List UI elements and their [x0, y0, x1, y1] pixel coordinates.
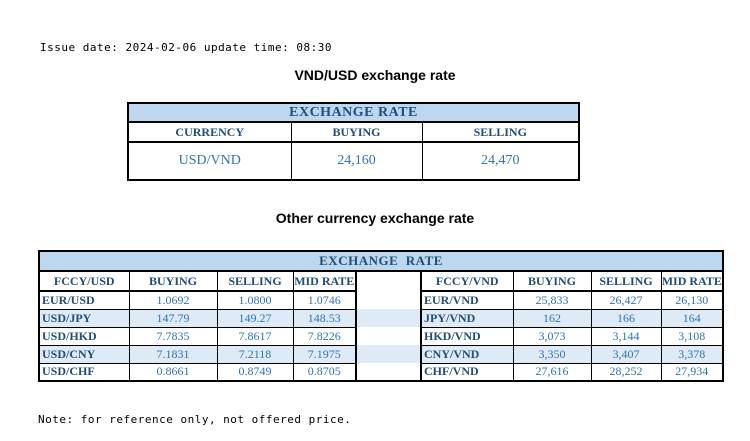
cell-sell-usd: 0.8749 — [216, 362, 294, 382]
cell-pair-vnd: JPY/VND — [420, 308, 514, 328]
rate-row-hkd: USD/HKD 7.7835 7.8617 7.8226 HKD/VND 3,0… — [38, 326, 724, 346]
cell-currency-pair: USD/VND — [127, 141, 292, 181]
gap-cell — [355, 291, 422, 309]
cell-sell-usd: 1.0800 — [216, 290, 294, 310]
cell-pair-vnd: EUR/VND — [420, 290, 514, 310]
cell-sell-usd: 149.27 — [216, 308, 294, 328]
column-header-selling-usd: SELLING — [216, 270, 294, 292]
cell-pair-vnd: CNY/VND — [420, 344, 514, 364]
cell-buy-usd: 1.0692 — [128, 290, 218, 310]
column-header-fccy-usd: FCCY/USD — [38, 270, 130, 292]
cell-buy-vnd: 3,073 — [512, 326, 592, 346]
cell-sell-vnd: 3,144 — [590, 326, 662, 346]
cell-mid-vnd: 3,108 — [660, 326, 724, 346]
issue-date-text: Issue date: 2024-02-06 update time: 08:3… — [40, 41, 333, 54]
column-header-selling-vnd: SELLING — [590, 270, 662, 292]
cell-pair-vnd: HKD/VND — [420, 326, 514, 346]
gap-cell — [355, 327, 422, 345]
usd-table-title: VND/USD exchange rate — [294, 67, 456, 83]
cell-mid-usd: 148.53 — [292, 308, 357, 328]
other-table-main-header: EXCHANGE RATE — [38, 250, 724, 272]
cell-pair-usd: USD/HKD — [38, 326, 130, 346]
other-table-title: Other currency exchange rate — [275, 210, 475, 226]
cell-buy-vnd: 25,833 — [512, 290, 592, 310]
cell-mid-usd: 7.1975 — [292, 344, 357, 364]
cell-mid-vnd: 27,934 — [660, 362, 724, 382]
column-header-buying-usd: BUYING — [128, 270, 218, 292]
cell-buy-vnd: 3,350 — [512, 344, 592, 364]
rate-row-eur: EUR/USD 1.0692 1.0800 1.0746 EUR/VND 25,… — [38, 290, 724, 310]
cell-buy-usd: 0.8661 — [128, 362, 218, 382]
rate-row-jpy: USD/JPY 147.79 149.27 148.53 JPY/VND 162… — [38, 308, 724, 328]
column-header-fccy-vnd: FCCY/VND — [420, 270, 514, 292]
cell-pair-vnd: CHF/VND — [420, 362, 514, 382]
cell-buy-usd: 147.79 — [128, 308, 218, 328]
other-table-main-header-row: EXCHANGE RATE — [38, 250, 724, 272]
column-header-buying: BUYING — [290, 121, 423, 143]
gap-cell — [355, 363, 422, 381]
cell-buying-rate: 24,160 — [290, 141, 423, 181]
cell-mid-usd: 7.8226 — [292, 326, 357, 346]
rate-row-chf: USD/CHF 0.8661 0.8749 0.8705 CHF/VND 27,… — [38, 362, 724, 382]
cell-pair-usd: EUR/USD — [38, 290, 130, 310]
cell-mid-usd: 1.0746 — [292, 290, 357, 310]
column-header-currency: CURRENCY — [127, 121, 292, 143]
cell-buy-vnd: 162 — [512, 308, 592, 328]
cell-pair-usd: USD/CNY — [38, 344, 130, 364]
usd-table-column-header-row: CURRENCY BUYING SELLING — [127, 121, 580, 143]
cell-mid-vnd: 164 — [660, 308, 724, 328]
cell-buy-vnd: 27,616 — [512, 362, 592, 382]
cell-sell-usd: 7.2118 — [216, 344, 294, 364]
usd-table-main-header: EXCHANGE RATE — [127, 102, 580, 123]
column-header-buying-vnd: BUYING — [512, 270, 592, 292]
cell-pair-usd: USD/CHF — [38, 362, 130, 382]
cell-mid-usd: 0.8705 — [292, 362, 357, 382]
rate-row-cny: USD/CNY 7.1831 7.2118 7.1975 CNY/VND 3,3… — [38, 344, 724, 364]
cell-buy-usd: 7.7835 — [128, 326, 218, 346]
cell-buy-usd: 7.1831 — [128, 344, 218, 364]
column-header-selling: SELLING — [421, 121, 580, 143]
cell-pair-usd: USD/JPY — [38, 308, 130, 328]
cell-mid-vnd: 3,378 — [660, 344, 724, 364]
other-currency-rate-table: EXCHANGE RATE FCCY/USD BUYING SELLING MI… — [38, 250, 725, 382]
usd-table-main-header-row: EXCHANGE RATE — [127, 102, 580, 123]
other-table-column-header-row: FCCY/USD BUYING SELLING MID RATE FCCY/VN… — [38, 270, 724, 292]
cell-sell-usd: 7.8617 — [216, 326, 294, 346]
gap-cell — [355, 345, 422, 363]
cell-sell-vnd: 166 — [590, 308, 662, 328]
gap-cell — [355, 309, 422, 327]
usd-vnd-rate-table: EXCHANGE RATE CURRENCY BUYING SELLING US… — [127, 102, 581, 181]
usd-table-data-row: USD/VND 24,160 24,470 — [127, 141, 580, 181]
cell-sell-vnd: 26,427 — [590, 290, 662, 310]
column-header-midrate-usd: MID RATE — [292, 270, 357, 292]
cell-sell-vnd: 3,407 — [590, 344, 662, 364]
note-text: Note: for reference only, not offered pr… — [38, 413, 352, 426]
cell-selling-rate: 24,470 — [421, 141, 580, 181]
cell-mid-vnd: 26,130 — [660, 290, 724, 310]
column-header-midrate-vnd: MID RATE — [660, 270, 724, 292]
gap-cell — [355, 271, 422, 291]
cell-sell-vnd: 28,252 — [590, 362, 662, 382]
